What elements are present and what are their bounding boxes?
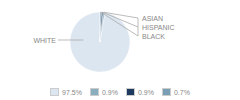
svg-text:WHITE: WHITE <box>33 37 56 44</box>
html-text:0.9%: 0.9% <box>137 88 154 96</box>
svg-text:HISPANIC: HISPANIC <box>142 24 175 31</box>
svg-text:BLACK: BLACK <box>142 33 165 40</box>
html-text:0.7%: 0.7% <box>173 88 190 96</box>
svg-text:ASIAN: ASIAN <box>142 15 163 22</box>
html-text:97.5%: 97.5% <box>62 88 82 96</box>
html-text:0.9%: 0.9% <box>102 88 118 96</box>
